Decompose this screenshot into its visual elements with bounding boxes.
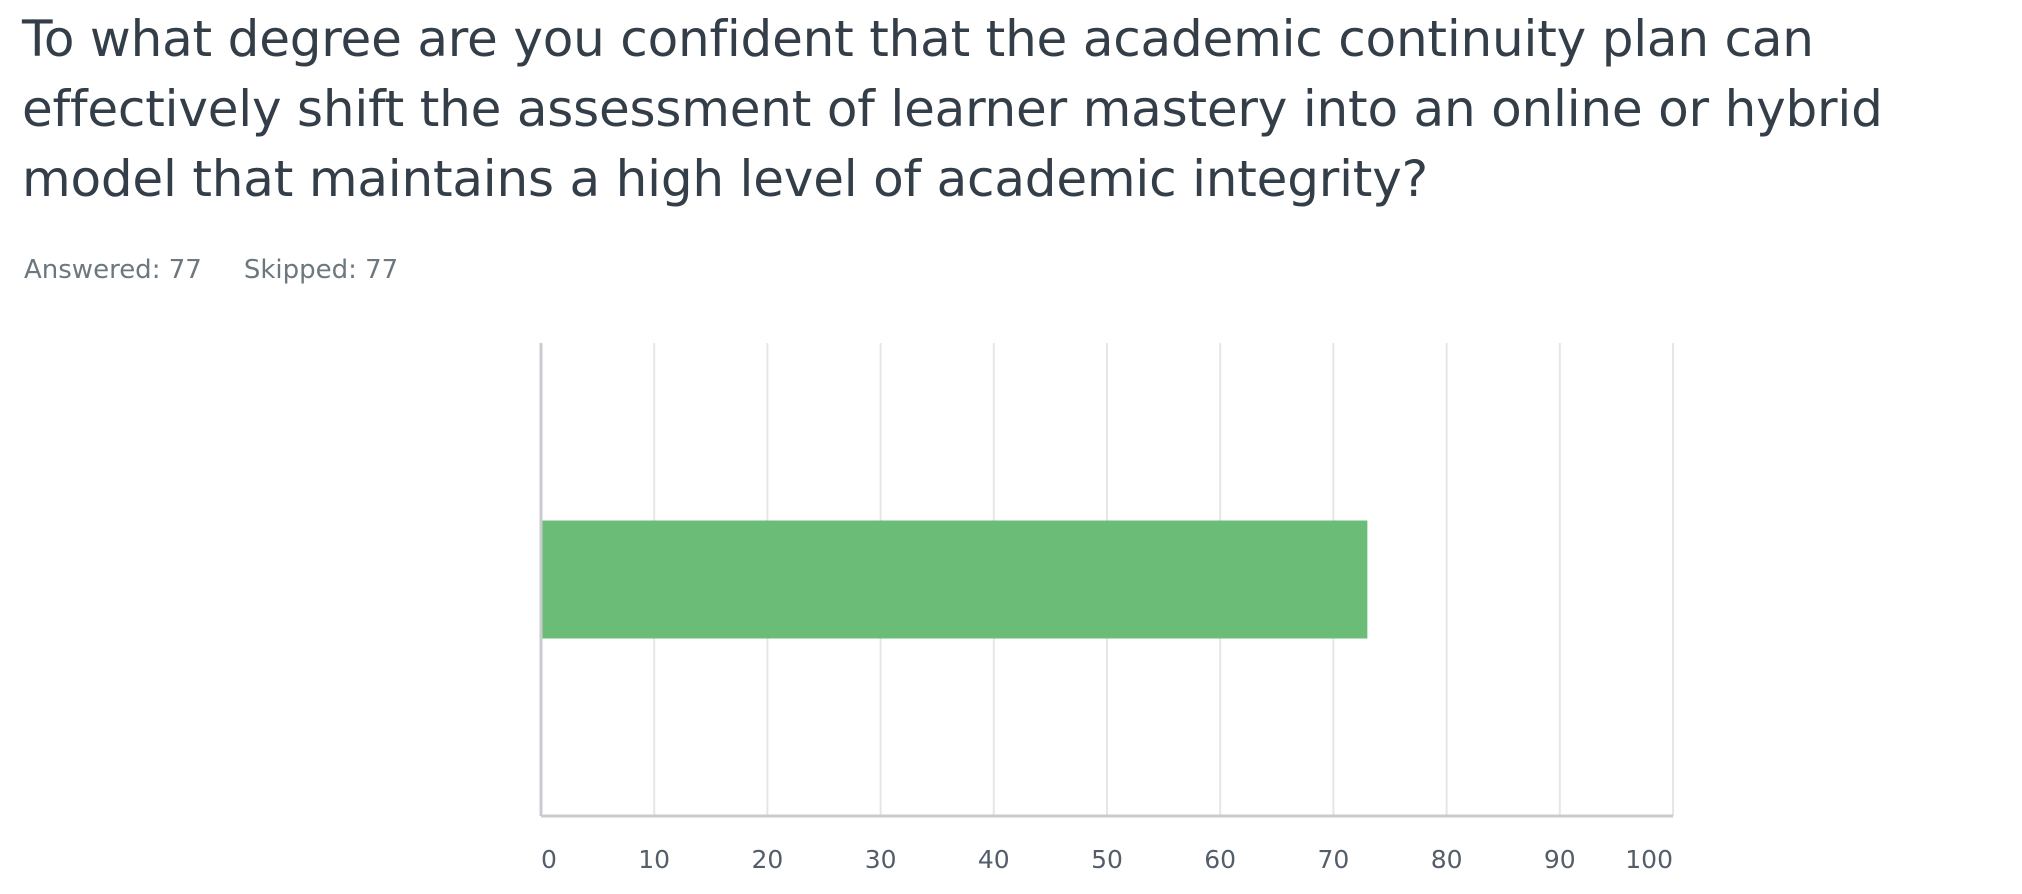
- x-tick-label: 50: [1091, 845, 1123, 874]
- axes: [539, 343, 1673, 818]
- x-tick-label: 40: [978, 845, 1010, 874]
- x-tick-label: 0: [541, 845, 557, 874]
- x-tick-label: 60: [1204, 845, 1236, 874]
- skipped-count: Skipped: 77: [243, 255, 399, 285]
- x-tick-label: 80: [1431, 845, 1463, 874]
- x-tick-label: 30: [865, 845, 897, 874]
- bars: [541, 520, 1368, 639]
- x-tick-labels: 0 10 20 30 40 50 60 70 80 90 100: [541, 845, 1673, 874]
- x-tick-label: 100: [1625, 845, 1673, 874]
- answered-count: Answered: 77: [24, 255, 202, 285]
- question-title: To what degree are you confident that th…: [22, 10, 1883, 208]
- x-tick-label: 70: [1317, 845, 1349, 874]
- x-tick-label: 10: [638, 845, 670, 874]
- x-tick-label: 90: [1544, 845, 1576, 874]
- bar[interactable]: [541, 520, 1368, 639]
- x-tick-label: 20: [751, 845, 783, 874]
- response-stats: Answered: 77 Skipped: 77: [24, 254, 398, 286]
